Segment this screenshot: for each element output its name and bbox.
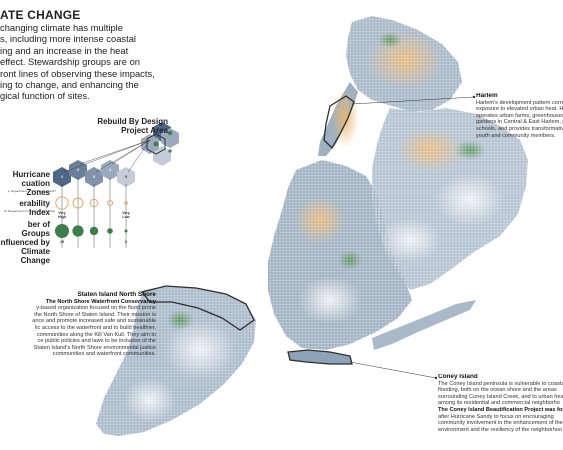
harlem-line: operates urban farms, greenhouses, a — [476, 112, 563, 119]
groups-min-circle — [124, 229, 128, 233]
coney-line: The Coney Island peninsula is vulnerable… — [438, 380, 563, 387]
very-high-line: Very — [58, 211, 66, 215]
rockaway-peninsula — [372, 300, 476, 350]
rebuild-title-line: Rebuild By Design — [97, 117, 168, 126]
hurricane-title-line: Hurricane — [12, 170, 50, 179]
very-low-line: Low — [122, 215, 130, 219]
hurricane-zones-legend — [53, 160, 135, 187]
staten-subheading: The North Shore Waterfront Conservancy — [45, 298, 156, 305]
coney-annotation: Coney Island The Coney Island peninsula … — [438, 374, 563, 433]
groups-min-label: 0 — [125, 240, 127, 244]
intro-line: ront lines of observing these impacts, — [0, 67, 155, 79]
very-high-line: High — [58, 215, 66, 219]
intro-line: gical function of sites. — [0, 90, 90, 102]
staten-line: communities and waterfront communities. — [52, 351, 156, 358]
staten-line: communities along the Kill Van Kull. The… — [36, 331, 156, 338]
vulnerability-very-low-circle — [124, 201, 128, 205]
intro-paragraph: changing climate has multiple s, includi… — [0, 22, 185, 102]
vulnerability-very-high-circle — [55, 196, 69, 210]
harlem-heading: Harlem — [476, 93, 498, 99]
hurricane-legend-title: Hurricane cuation Zones — [0, 170, 50, 197]
staten-line: lic access to the waterfront and to buil… — [35, 324, 156, 331]
zone-label-3: 3 — [93, 175, 95, 179]
harlem-line: youth and community members. — [476, 132, 556, 139]
groups-max-circle — [55, 224, 69, 238]
staten-line: ance and promote increased safe and sust… — [32, 318, 156, 325]
vulnerability-legend-title: erability Index — [19, 199, 50, 217]
staten-line: y-based organization focused on the floo… — [36, 305, 156, 312]
harlem-line: Harlem's development pattern corres — [476, 99, 563, 106]
very-high-label: Very High — [54, 211, 70, 219]
vulnerability-source: th, Department of University University — [4, 209, 56, 213]
coney-line: surrounding Coney Island Creek, and to u… — [438, 393, 563, 400]
staten-line: ce public policies and laws to be inclus… — [37, 338, 156, 345]
groups-legend — [55, 224, 128, 238]
zone-label-5: 5 — [125, 175, 127, 179]
rebuild-project-hex — [146, 133, 166, 155]
hurricane-zone-1-hex — [53, 167, 71, 187]
hurricane-source: s, Department of City Planning 2017 — [8, 189, 57, 193]
staten-line: Staten Island's North Shore environmenta… — [33, 344, 156, 351]
hurricane-title-line: cuation Zones — [21, 179, 50, 197]
coney-island-outline — [287, 349, 353, 365]
coney-line: among its residential and commercial nei… — [438, 400, 560, 407]
groups-title-line: nfluenced by — [0, 238, 50, 247]
staten-heading: Staten Island North Shore — [77, 291, 156, 298]
hurricane-zone-4-hex — [101, 160, 119, 180]
coney-line: flooding, both on the ocean shore and th… — [438, 387, 557, 394]
intro-line: changing climate has multiple — [0, 22, 123, 33]
groups-legend-title: ber of Groups nfluenced by Climate Chang… — [0, 220, 50, 265]
staten-annotation: Staten Island North Shore The North Shor… — [0, 291, 156, 358]
staten-line: the North Shore of Staten Island. Their … — [34, 311, 156, 318]
very-low-label: Very Low — [118, 211, 134, 219]
hurricane-zone-5-hex — [117, 167, 135, 187]
groups-max-label: 19 — [60, 240, 64, 244]
page-title: ATE CHANGE — [0, 8, 81, 22]
rebuild-title-line: Project Area — [121, 126, 168, 135]
zone-label-4: 4 — [109, 168, 111, 172]
harlem-line: schools, and provides transformative — [476, 125, 563, 132]
groups-title-line: Climate Change — [20, 247, 50, 265]
harlem-annotation: Harlem Harlem's development pattern corr… — [476, 93, 563, 139]
vulnerability-legend — [55, 196, 128, 210]
coney-heading: Coney Island — [438, 374, 478, 380]
groups-title-line: ber of Groups — [21, 220, 50, 238]
coney-bold-line: The Coney Island Beautification Project … — [438, 406, 563, 413]
coney-line: environment and the resiliency of the ne… — [438, 426, 563, 433]
intro-line: effect. Stewardship groups are on — [0, 56, 141, 68]
intro-line: ing to change, and enhancing the — [0, 79, 139, 91]
intro-line: ing and an increase in the heat — [0, 44, 129, 56]
hurricane-zone-3-hex — [85, 167, 103, 187]
staten-north-shore-outline — [140, 285, 255, 331]
harlem-line: gardens in Central & East Harlem, pa — [476, 119, 563, 126]
harlem-outline — [323, 95, 355, 150]
very-low-line: Very — [122, 211, 130, 215]
zone-label-1: 1 — [61, 175, 63, 179]
rebuild-legend-title: Rebuild By Design Project Area — [90, 117, 168, 135]
intro-line: s, including more intense coastal — [0, 33, 137, 45]
rebuild-legend-hexes — [141, 122, 179, 166]
coney-line: community involvement in the enhancement… — [438, 420, 563, 427]
harlem-line: exposure to elevated urban heat. Ha — [476, 106, 563, 113]
zone-label-2: 2 — [77, 168, 79, 172]
coney-line: after Hurricane Sandy to focus on encour… — [438, 413, 554, 420]
